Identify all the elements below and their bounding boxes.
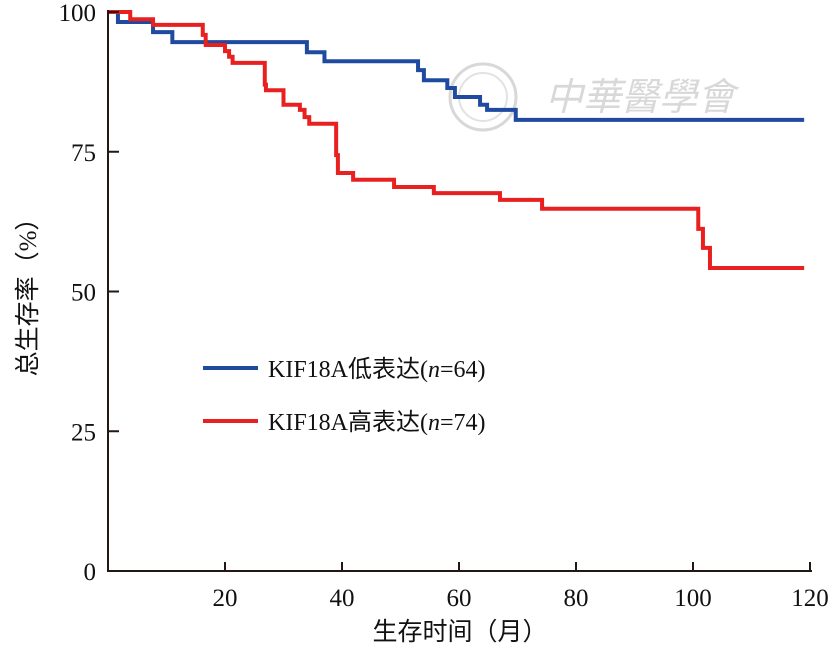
curves: [108, 10, 805, 271]
legend-suffix: =64): [440, 357, 486, 383]
series-line-0: [108, 10, 805, 122]
x-tick-label: 40: [330, 585, 355, 612]
y-tick-label: 0: [84, 559, 97, 586]
legend: KIF18A低表达(n=64)KIF18A高表达(n=74): [203, 356, 486, 436]
legend-prefix: KIF18A低表达(: [268, 356, 428, 383]
watermark: 中華醫學會: [448, 62, 740, 132]
watermark-text: 中華醫學會: [545, 77, 740, 119]
x-tick-label: 20: [213, 585, 238, 612]
legend-n: n: [428, 357, 440, 383]
y-tick-label: 25: [71, 419, 96, 446]
x-tick-label: 120: [791, 585, 829, 612]
y-axis-label: 总生存率（%）: [14, 206, 42, 377]
legend-prefix: KIF18A高表达(: [268, 409, 428, 436]
x-tick-label: 80: [564, 585, 589, 612]
y-tick-label: 75: [71, 140, 96, 167]
series-line-1: [108, 10, 805, 271]
legend-label-0: KIF18A低表达(n=64): [268, 356, 486, 383]
legend-suffix: =74): [440, 410, 486, 436]
x-tick-label: 100: [674, 585, 712, 612]
y-tick-label: 100: [59, 0, 97, 27]
x-tick-label: 60: [447, 585, 472, 612]
x-axis-label: 生存时间（月）: [372, 618, 547, 646]
legend-label-1: KIF18A高表达(n=74): [268, 409, 486, 436]
y-tick-label: 50: [71, 280, 96, 307]
watermark-seal: [448, 62, 518, 132]
legend-n: n: [428, 410, 440, 436]
ticks: 20 40 60 80 100 120 0 25 50 75 100: [59, 0, 829, 612]
